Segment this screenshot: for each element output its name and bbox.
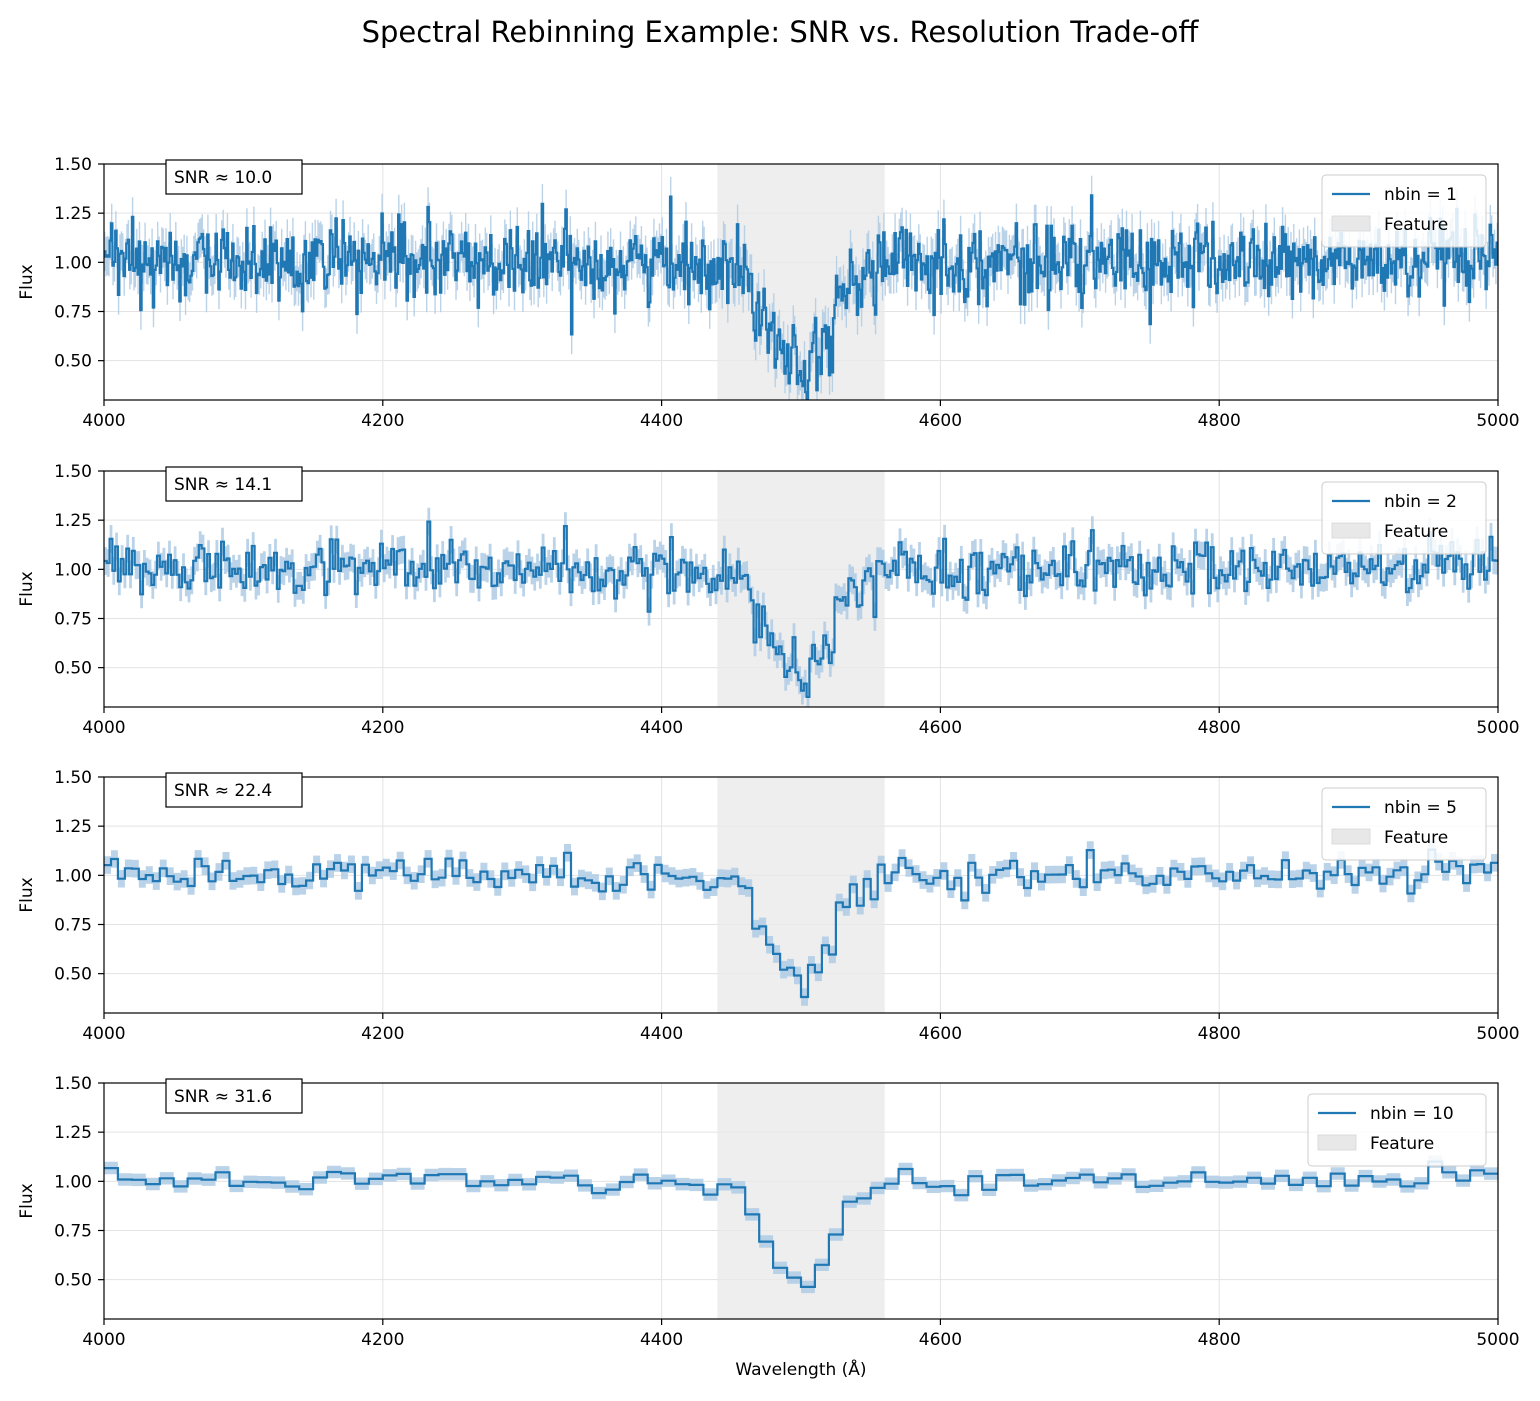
y-tick-label: 0.50 [54,352,92,372]
error-band [104,175,1498,400]
legend-band-label: Feature [1384,828,1448,848]
snr-box [165,159,303,195]
panel-nbin-1: 4000 4200 4400 4600 4800 5000 0.50 0.75 1.00 1.25… [17,155,1520,431]
legend-line-label: nbin = 10 [1370,1104,1454,1124]
snr-box [165,772,303,808]
error-band [104,840,1498,1006]
y-tick-label: 1.25 [54,1123,92,1143]
x-tick-label: 4400 [640,1024,683,1044]
y-axis-label: Flux [17,571,37,606]
x-tick-label: 5000 [1476,1024,1519,1044]
x-tick-label: 5000 [1476,411,1519,431]
plot-area [104,175,1498,400]
x-tick-label: 4000 [82,1024,125,1044]
x-tick-label: 4200 [361,1330,404,1350]
panel-nbin-2: 4000 4200 4400 4600 4800 5000 0.50 0.75 1.00 1.25… [17,462,1520,738]
legend-line-label: nbin = 1 [1384,185,1457,205]
y-tick-label: 0.75 [54,1222,92,1242]
x-tick-label: 4400 [640,411,683,431]
legend-line-label: nbin = 2 [1384,492,1457,512]
y-tick-label: 1.50 [54,462,92,482]
axes-frame [103,163,1499,401]
x-tick-label: 4600 [919,1024,962,1044]
y-tick-label: 1.00 [54,866,92,886]
flux-step-line [104,848,1498,999]
error-band [104,1155,1498,1294]
x-tick-label: 5000 [1476,718,1519,738]
y-tick-label: 0.50 [54,1271,92,1291]
x-tick-label: 5000 [1476,1330,1519,1350]
snr-label: SNR ≈ 22.4 [174,781,272,801]
panels: 4000 4200 4400 4600 4800 5000 0.50 0.75 1.00 1.25… [17,155,1520,1380]
panel-nbin-10: 4000 4200 4400 4600 4800 5000 0.50 0.75 1.00 1.25… [17,1074,1520,1380]
x-axis-label: Wavelength (Å) [735,1358,866,1380]
plot-area [104,507,1498,707]
x-tick-label: 4200 [361,411,404,431]
x-tick-label: 4200 [361,1024,404,1044]
y-tick-label: 0.50 [54,965,92,985]
legend-band-swatch [1331,215,1371,232]
y-tick-label: 0.75 [54,610,92,630]
axes-frame [103,470,1499,708]
snr-label: SNR ≈ 31.6 [174,1087,272,1107]
y-tick-label: 0.75 [54,916,92,936]
y-tick-label: 1.00 [54,560,92,580]
panel-nbin-5: 4000 4200 4400 4600 4800 5000 0.50 0.75 1.00 1.25… [17,768,1520,1044]
y-tick-label: 0.75 [54,303,92,323]
x-tick-label: 4800 [1198,718,1241,738]
legend-band-label: Feature [1384,215,1448,235]
y-tick-label: 1.00 [54,253,92,273]
x-tick-label: 4400 [640,1330,683,1350]
y-tick-label: 1.50 [54,768,92,788]
flux-step-line [104,1160,1498,1288]
x-tick-label: 4400 [640,718,683,738]
y-tick-label: 1.50 [54,155,92,175]
snr-box [165,1078,303,1114]
snr-label: SNR ≈ 14.1 [174,475,272,495]
figure-title: Spectral Rebinning Example: SNR vs. Reso… [362,15,1200,49]
legend-band-swatch [1331,522,1371,539]
snr-box [165,466,303,502]
y-tick-label: 0.50 [54,659,92,679]
x-tick-label: 4800 [1198,1330,1241,1350]
plot-area [104,840,1498,1006]
y-axis-label: Flux [17,877,37,912]
y-tick-label: 1.50 [54,1074,92,1094]
x-tick-label: 4600 [919,718,962,738]
legend-band-swatch [1331,828,1371,845]
flux-step-line [104,194,1498,400]
x-tick-label: 4800 [1198,411,1241,431]
y-tick-label: 1.00 [54,1172,92,1192]
x-tick-label: 4600 [919,1330,962,1350]
y-tick-label: 1.25 [54,511,92,531]
legend-band-label: Feature [1384,522,1448,542]
legend-band-label: Feature [1370,1134,1434,1154]
y-tick-label: 1.25 [54,204,92,224]
x-tick-label: 4000 [82,411,125,431]
axes-frame [103,1082,1499,1320]
y-axis-label: Flux [17,1183,37,1218]
snr-label: SNR ≈ 10.0 [174,168,272,188]
x-tick-label: 4000 [82,1330,125,1350]
legend-line-label: nbin = 5 [1384,798,1457,818]
flux-step-line [104,520,1498,698]
x-tick-label: 4200 [361,718,404,738]
y-tick-label: 1.25 [54,817,92,837]
legend-band-swatch [1317,1134,1357,1151]
x-tick-label: 4600 [919,411,962,431]
plot-area [104,1155,1498,1294]
x-tick-label: 4000 [82,718,125,738]
y-axis-label: Flux [17,264,37,299]
axes-frame [103,776,1499,1014]
x-tick-label: 4800 [1198,1024,1241,1044]
